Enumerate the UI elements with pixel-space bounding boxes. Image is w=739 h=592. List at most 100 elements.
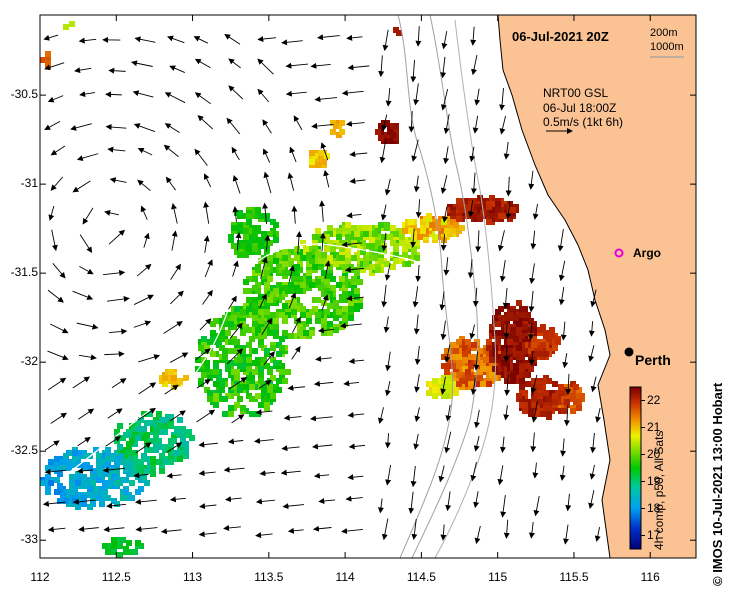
current-arrow-icon bbox=[472, 115, 479, 134]
sst-pixel bbox=[264, 282, 270, 288]
current-arrow-icon bbox=[47, 350, 69, 361]
sst-pixel bbox=[531, 402, 537, 408]
current-arrow-icon bbox=[469, 146, 476, 163]
current-arrow-icon bbox=[474, 88, 481, 106]
sst-pixel bbox=[198, 345, 204, 351]
current-arrow-icon bbox=[78, 37, 97, 44]
colorbar-tick-label: 21 bbox=[647, 419, 661, 434]
sst-pixel bbox=[537, 351, 543, 357]
sst-pixel bbox=[378, 258, 384, 264]
sst-pixel bbox=[213, 381, 219, 387]
sst-pixel bbox=[357, 279, 363, 285]
sst-pixel bbox=[81, 501, 87, 507]
current-arrow-icon bbox=[348, 358, 365, 365]
sst-pixel bbox=[213, 318, 219, 324]
current-arrow-icon bbox=[47, 289, 64, 303]
sst-pixel bbox=[411, 234, 417, 240]
current-arrow-icon bbox=[164, 384, 179, 395]
sst-pixel bbox=[336, 282, 342, 288]
sst-pixel bbox=[504, 303, 510, 309]
sst-pixel bbox=[309, 159, 315, 165]
sst-pixel bbox=[57, 483, 63, 489]
sst-pixel bbox=[132, 456, 138, 462]
sst-pixel bbox=[318, 150, 324, 156]
sst-pixel bbox=[342, 264, 348, 270]
current-arrow-icon bbox=[107, 408, 123, 419]
sst-pixel bbox=[267, 255, 273, 261]
sst-pixel bbox=[258, 237, 264, 243]
sst-pixel bbox=[375, 240, 381, 246]
sst-pixel bbox=[399, 234, 405, 240]
sst-pixel bbox=[243, 252, 249, 258]
sst-pixel bbox=[168, 414, 174, 420]
sst-pixel bbox=[516, 345, 522, 351]
current-arrow-icon bbox=[133, 123, 156, 132]
sst-pixel bbox=[441, 219, 447, 225]
sst-pixel bbox=[141, 474, 147, 480]
current-arrow-icon bbox=[226, 348, 244, 365]
sst-pixel bbox=[252, 231, 258, 237]
current-arrow-icon bbox=[503, 519, 510, 539]
sst-pixel bbox=[516, 321, 522, 327]
sst-pixel bbox=[393, 231, 399, 237]
sst-pixel bbox=[258, 309, 264, 315]
sst-pixel bbox=[231, 243, 237, 249]
sst-pixel bbox=[459, 207, 465, 213]
place-argo: Argo bbox=[633, 246, 661, 260]
current-arrow-icon bbox=[590, 376, 597, 393]
sst-pixel bbox=[81, 495, 87, 501]
sst-pixel bbox=[354, 306, 360, 312]
sst-pixel bbox=[531, 378, 537, 384]
current-arrow-icon bbox=[171, 230, 178, 251]
current-arrow-icon bbox=[474, 525, 481, 545]
sst-pixel bbox=[210, 330, 216, 336]
sst-pixel bbox=[222, 321, 228, 327]
current-arrow-icon bbox=[562, 353, 569, 369]
sst-pixel bbox=[252, 369, 258, 375]
sst-pixel bbox=[228, 321, 234, 327]
current-arrow-icon bbox=[224, 496, 242, 503]
sst-pixel bbox=[495, 321, 501, 327]
sst-pixel bbox=[507, 312, 513, 318]
sst-pixel bbox=[351, 240, 357, 246]
sst-pixel bbox=[477, 195, 483, 201]
sst-pixel bbox=[495, 309, 501, 315]
current-arrow-icon bbox=[312, 443, 333, 450]
sst-pixel bbox=[324, 261, 330, 267]
current-arrow-icon bbox=[377, 498, 384, 514]
current-arrow-icon bbox=[135, 526, 158, 533]
current-arrow-icon bbox=[379, 140, 387, 164]
sst-pixel bbox=[576, 405, 582, 411]
sst-pixel bbox=[201, 372, 207, 378]
current-arrow-icon bbox=[232, 260, 239, 277]
current-arrow-icon bbox=[443, 257, 450, 276]
sst-pixel bbox=[339, 276, 345, 282]
sst-pixel bbox=[228, 237, 234, 243]
sst-pixel bbox=[447, 384, 453, 390]
sst-pixel bbox=[495, 339, 501, 345]
x-tick-label: 113.5 bbox=[254, 570, 284, 584]
sst-pixel bbox=[219, 387, 225, 393]
sst-pixel bbox=[264, 348, 270, 354]
sst-pixel bbox=[246, 375, 252, 381]
current-arrow-icon bbox=[103, 526, 125, 533]
current-arrow-icon bbox=[473, 436, 480, 452]
sst-pixel bbox=[276, 387, 282, 393]
sst-pixel bbox=[231, 384, 237, 390]
sst-pixel bbox=[519, 312, 525, 318]
current-arrow-icon bbox=[44, 120, 61, 130]
x-tick-label: 112.5 bbox=[101, 570, 131, 584]
current-arrow-icon bbox=[134, 36, 156, 43]
current-arrow-icon bbox=[414, 345, 421, 366]
current-arrow-icon bbox=[44, 62, 65, 71]
current-arrow-icon bbox=[169, 290, 184, 305]
current-arrow-icon bbox=[106, 502, 127, 509]
current-arrow-icon bbox=[50, 145, 66, 156]
current-arrow-icon bbox=[132, 90, 154, 98]
sst-pixel bbox=[555, 339, 561, 345]
sst-pixel bbox=[228, 405, 234, 411]
sst-pixel bbox=[162, 375, 168, 381]
current-arrow-icon bbox=[411, 518, 418, 541]
current-arrow-icon bbox=[565, 493, 572, 512]
current-arrow-icon bbox=[411, 139, 419, 162]
